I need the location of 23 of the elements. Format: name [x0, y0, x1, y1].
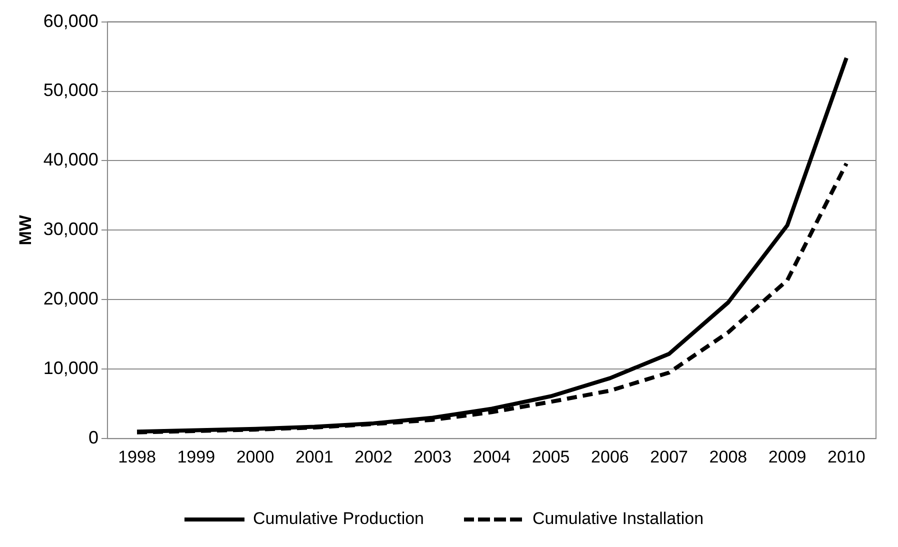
y-tick-label: 40,000 [43, 150, 98, 170]
x-tick-label: 1998 [118, 447, 156, 466]
x-tick-label: 2004 [472, 447, 511, 466]
y-axis-title: MW [16, 214, 35, 246]
x-tick-label: 1999 [177, 447, 216, 466]
x-tick-label: 2002 [354, 447, 392, 466]
x-tick-label: 2000 [236, 447, 274, 466]
x-tick-label: 2009 [768, 447, 806, 466]
x-tick-label: 2010 [828, 447, 866, 466]
x-tick-label: 2003 [414, 447, 452, 466]
y-tick-label: 30,000 [43, 219, 98, 240]
y-tick-label: 60,000 [43, 10, 98, 31]
x-tick-label: 2006 [591, 447, 629, 466]
legend-label: Cumulative Installation [532, 509, 704, 528]
x-tick-label: 2007 [650, 447, 688, 466]
x-tick-label: 2001 [295, 447, 334, 466]
y-tick-label: 50,000 [43, 80, 98, 100]
y-tick-label: 20,000 [43, 288, 98, 309]
x-tick-label: 2008 [709, 447, 748, 466]
y-tick-label: 10,000 [43, 358, 98, 378]
x-tick-label: 2005 [532, 447, 570, 466]
legend-label: Cumulative Production [252, 509, 424, 528]
y-tick-label: 0 [88, 428, 98, 448]
